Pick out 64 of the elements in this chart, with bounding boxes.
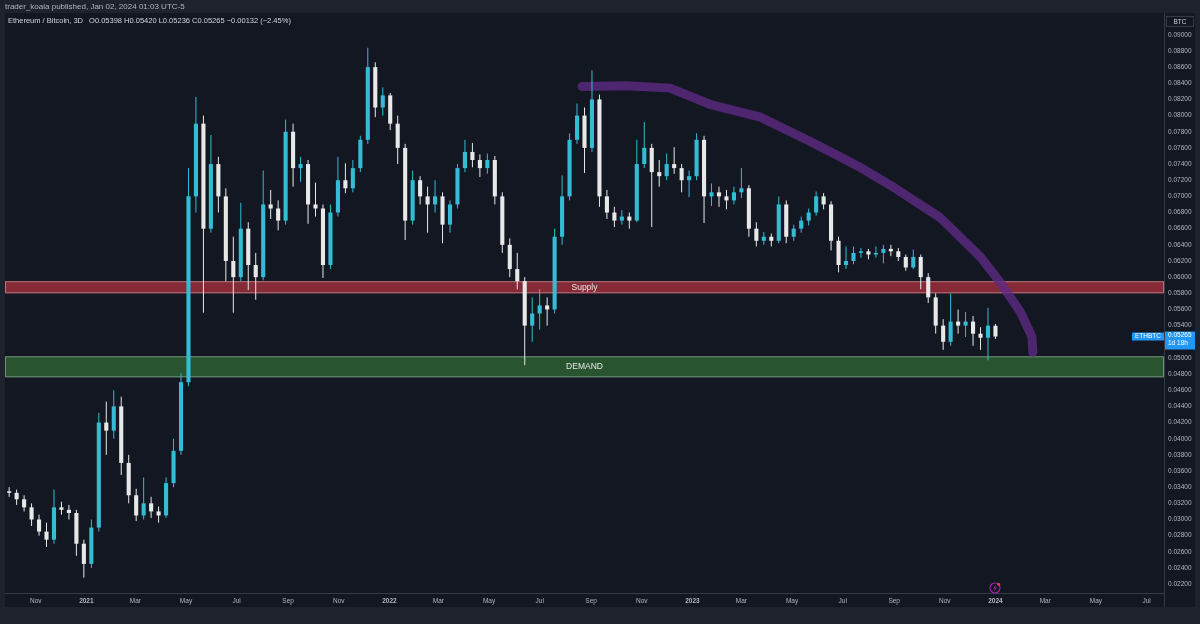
candlestick <box>29 502 34 527</box>
candlestick <box>956 308 961 335</box>
candlestick <box>380 86 385 117</box>
candlestick <box>881 244 886 264</box>
candlestick <box>941 318 946 351</box>
candlestick <box>709 182 714 207</box>
candlestick <box>470 142 475 168</box>
candlestick <box>978 326 983 351</box>
candlestick <box>716 186 722 208</box>
candlestick <box>679 163 684 193</box>
candlestick <box>918 254 923 290</box>
text: trader_koala published, Jan 02, 2024 01:03 UTC-5 <box>5 1 185 12</box>
candlestick <box>545 296 550 327</box>
candlestick <box>149 496 154 519</box>
candlestick <box>985 307 991 361</box>
candlestick <box>873 245 878 259</box>
candlestick <box>36 514 42 537</box>
band-label: Supply <box>571 281 599 292</box>
candlestick <box>418 175 423 205</box>
candlestick <box>612 206 617 228</box>
candlestick <box>619 209 624 226</box>
candlestick <box>963 311 968 338</box>
candlestick <box>515 252 520 290</box>
candlestick <box>537 288 542 331</box>
candlestick <box>44 522 49 548</box>
candlestick <box>141 476 146 520</box>
candlestick <box>433 179 438 214</box>
candlestick <box>687 170 692 198</box>
candlestick <box>485 153 490 175</box>
candlestick <box>22 494 27 512</box>
candlestick <box>754 221 759 247</box>
candlestick <box>724 189 729 210</box>
candlestick <box>911 249 916 270</box>
candlestick <box>231 236 236 314</box>
candlestick <box>926 272 931 304</box>
candlestick <box>858 247 864 259</box>
candlestick <box>664 153 669 181</box>
candlestick <box>425 186 430 234</box>
candlestick <box>843 245 849 270</box>
candlestick <box>350 159 355 193</box>
candlestick <box>81 539 86 579</box>
candlestick <box>642 121 647 169</box>
candlestick <box>948 292 953 347</box>
candlestick <box>66 504 71 520</box>
band-label: DEMAND <box>566 361 603 372</box>
candlestick <box>276 199 281 231</box>
candlestick <box>462 139 467 173</box>
candlestick <box>298 156 303 183</box>
candlestick <box>268 189 273 220</box>
candlestick <box>970 315 976 347</box>
candlestick <box>477 153 482 178</box>
candlestick <box>739 167 744 199</box>
candlestick <box>604 189 609 220</box>
candlestick <box>530 296 535 343</box>
candlestick <box>447 199 453 234</box>
candlestick <box>343 162 348 194</box>
candlestick <box>253 252 258 301</box>
candlestick <box>313 182 318 218</box>
candlestick <box>657 159 662 188</box>
candlestick <box>104 401 109 456</box>
candlestick <box>814 191 819 217</box>
candlestick <box>731 186 736 205</box>
candlestick <box>134 488 139 522</box>
candlestick <box>672 146 677 175</box>
